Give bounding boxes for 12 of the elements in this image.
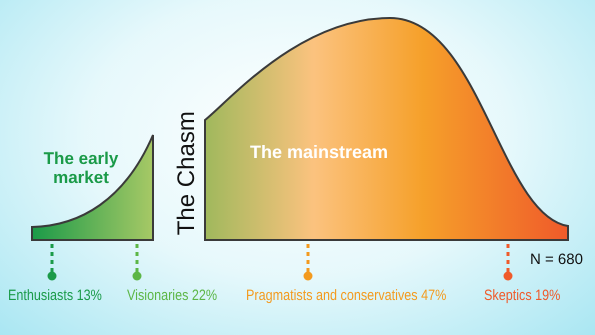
data-label: 22% (192, 287, 218, 304)
text: The mainstream (250, 142, 390, 163)
category-label: Skeptics (484, 287, 533, 304)
data-label: 19% (535, 287, 560, 304)
category-label: Pragmatists and conservatives (246, 287, 419, 304)
text: The Chasm (172, 110, 200, 238)
text: The early market (42, 149, 120, 188)
category-label: Enthusiasts (8, 287, 74, 304)
data-label: 13% (76, 287, 102, 304)
text: N = 680 (530, 251, 584, 268)
category-label: Visionaries (127, 287, 190, 304)
data-label: 47% (421, 287, 446, 304)
